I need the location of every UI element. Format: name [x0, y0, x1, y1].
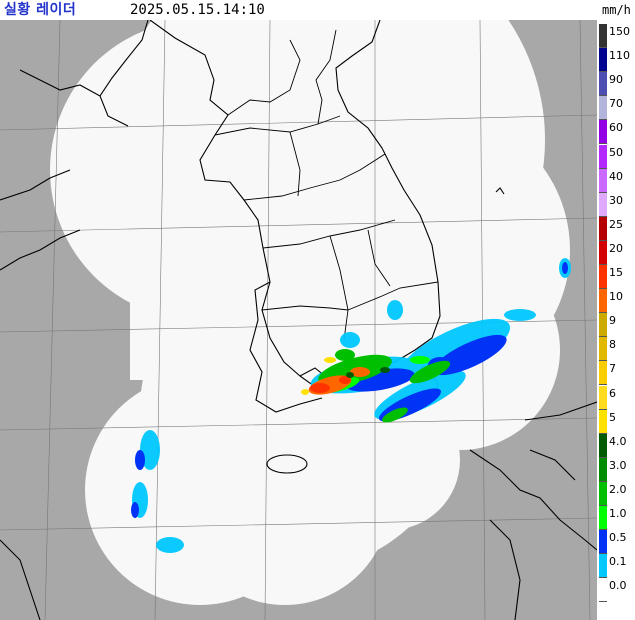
legend-swatch	[599, 265, 607, 290]
map-title: 실황 레이더	[4, 2, 77, 18]
legend-label: 3.0	[609, 458, 627, 472]
legend-label: 70	[609, 97, 623, 111]
legend-swatch	[599, 433, 607, 458]
legend-swatch	[599, 48, 607, 73]
legend-swatch	[599, 530, 607, 555]
legend-label: 0.5	[609, 531, 627, 545]
legend-swatch	[599, 481, 607, 506]
legend-label: 7	[609, 362, 616, 376]
legend-label: 1.0	[609, 507, 627, 520]
legend-label: 6	[609, 386, 616, 400]
legend-swatch	[599, 289, 607, 314]
legend-label: 50	[609, 145, 623, 159]
legend-label: 150	[609, 25, 630, 38]
legend-swatch	[599, 240, 607, 265]
legend-swatch	[599, 120, 607, 145]
unit-label: mm/h	[602, 3, 631, 17]
legend-swatch	[599, 144, 607, 169]
legend-swatch	[599, 554, 607, 579]
legend-swatch	[599, 313, 607, 338]
legend-swatch	[599, 192, 607, 217]
legend-label: 90	[609, 73, 623, 87]
precipitation-echoes	[131, 258, 571, 553]
legend-label: 25	[609, 217, 623, 231]
legend-swatch	[599, 168, 607, 193]
observation-timestamp: 2025.05.15.14:10	[130, 2, 265, 18]
legend-label: 110	[609, 49, 630, 63]
legend-swatch	[599, 385, 607, 410]
legend-swatch	[599, 457, 607, 482]
legend-swatch	[599, 24, 607, 49]
legend-label: 0.1	[609, 555, 627, 569]
legend-label: 8	[609, 338, 616, 352]
legend-swatch	[599, 361, 607, 386]
legend-swatch	[599, 72, 607, 97]
legend-swatch	[599, 216, 607, 241]
radar-map	[0, 20, 597, 620]
radar-coverage-area	[50, 20, 570, 605]
legend-label: 9	[609, 314, 616, 328]
legend-swatch	[599, 578, 607, 603]
legend-swatch	[599, 506, 607, 531]
legend-label: 60	[609, 121, 623, 135]
legend-swatch	[599, 96, 607, 121]
legend-label: 5	[609, 410, 616, 424]
rain-rate-legend: 150 110 90 70 60 50 40 30 25 20 15 10 9 8 7 6 5 4.0 3.0 2.0…	[597, 20, 635, 620]
legend-label: 20	[609, 241, 623, 255]
legend-label: 0.0	[609, 579, 627, 593]
legend-label: 15	[609, 266, 623, 279]
legend-label: 40	[609, 169, 623, 183]
legend-swatch	[599, 409, 607, 434]
legend-swatch	[599, 337, 607, 362]
legend-label: 2.0	[609, 482, 627, 496]
legend-label: 4.0	[609, 434, 627, 448]
radar-map-canvas	[0, 20, 597, 620]
legend-label: 30	[609, 193, 623, 207]
legend-label: 10	[609, 290, 623, 304]
